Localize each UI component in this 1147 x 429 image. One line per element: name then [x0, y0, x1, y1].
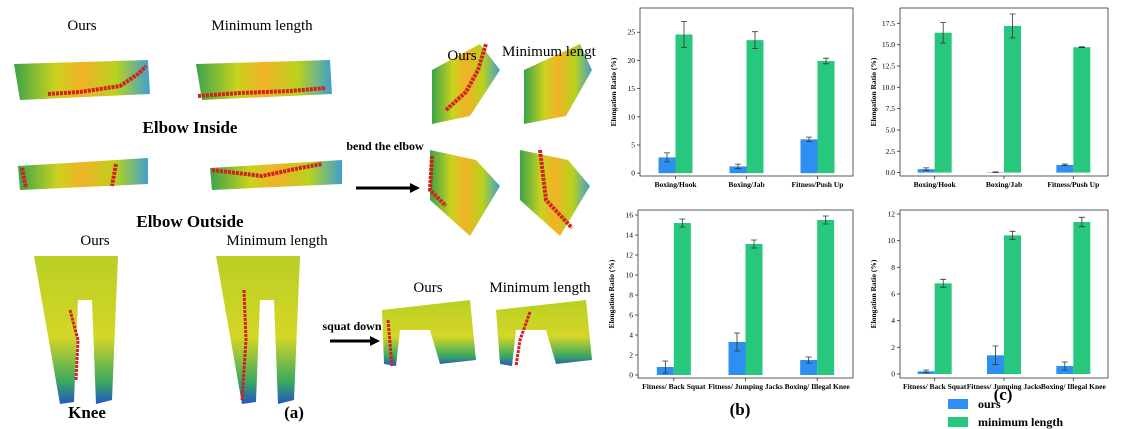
y-tick-label: 10 [626, 271, 634, 280]
x-tick-label: Fitness/Push Up [1047, 180, 1099, 189]
caption: Ours [413, 280, 442, 296]
caption: Ours [80, 233, 109, 249]
y-axis-label: Elongation Ratio (%) [869, 57, 878, 126]
x-tick-label: Fitness/Push Up [792, 180, 844, 189]
caption: Ours [67, 18, 96, 34]
y-tick-label: 20 [628, 56, 636, 65]
panel-label: (a) [284, 403, 304, 422]
x-tick-label: Fitness/ Jumping Jacks [708, 382, 783, 391]
y-axis-label: Elongation Ratio (%) [869, 259, 878, 328]
y-tick-label: 0 [629, 371, 633, 380]
bar [747, 40, 764, 173]
y-tick-label: 12.5 [882, 61, 895, 70]
x-tick-label: Fitness/ Back Squat [642, 382, 706, 391]
bar [935, 283, 952, 374]
y-tick-label: 2.5 [886, 147, 896, 156]
y-tick-label: 10 [628, 112, 636, 121]
y-axis-label: Elongation Ratio (%) [607, 259, 616, 328]
y-tick-label: 7.5 [886, 104, 896, 113]
y-tick-label: 10.0 [882, 83, 895, 92]
x-tick-label: Boxing/ Illegal Knee [785, 382, 851, 391]
y-tick-label: 10 [888, 236, 896, 245]
y-tick-label: 6 [629, 311, 633, 320]
y-tick-label: 17.5 [882, 19, 895, 28]
section-title: Elbow Inside [143, 118, 238, 137]
y-tick-label: 15.0 [882, 40, 895, 49]
error-bar [993, 172, 999, 173]
bar [1073, 222, 1090, 374]
bar [801, 139, 818, 173]
caption: Minimum length [489, 280, 591, 296]
panel-label: (b) [730, 400, 751, 419]
bar [676, 34, 693, 173]
bar [817, 220, 834, 375]
y-tick-label: 12 [888, 210, 896, 219]
y-tick-label: 4 [891, 316, 895, 325]
bar [1004, 26, 1021, 173]
elbow-outside-renders [18, 158, 342, 190]
y-tick-label: 15 [628, 84, 636, 93]
bent-arm-renders [430, 44, 592, 236]
x-tick-label: Boxing/Jab [728, 180, 764, 189]
x-tick-label: Fitness/ Jumping Jacks [967, 382, 1042, 391]
legend-swatch [948, 417, 968, 427]
squat-renders [382, 300, 592, 366]
x-tick-label: Boxing/Hook [914, 180, 957, 189]
y-tick-label: 0 [631, 169, 635, 178]
legend-label: ours [978, 397, 1001, 411]
bar [674, 223, 691, 375]
section-title: Elbow Outside [136, 212, 244, 231]
arrow-label: bend the elbow [346, 139, 424, 153]
legend-label: minimum length [978, 415, 1063, 429]
y-axis-label: Elongation Ratio (%) [609, 57, 618, 126]
y-tick-label: 4 [629, 331, 633, 340]
y-tick-label: 16 [626, 211, 634, 220]
error-bar [1062, 164, 1068, 166]
y-tick-label: 0 [891, 370, 895, 379]
x-tick-label: Boxing/ Illegal Knee [1041, 382, 1107, 391]
bar [1004, 235, 1021, 374]
section-title: Knee [68, 403, 106, 422]
y-tick-label: 5.0 [886, 125, 896, 134]
bar [746, 244, 763, 375]
bar [935, 33, 952, 173]
knee-renders [34, 256, 300, 404]
y-tick-label: 8 [629, 291, 633, 300]
y-tick-label: 6 [891, 290, 895, 299]
legend-swatch [948, 399, 968, 409]
caption: Minimum length [211, 18, 313, 34]
arrow-label: squat down [322, 319, 381, 333]
bar [818, 61, 835, 173]
y-tick-label: 2 [629, 351, 633, 360]
y-tick-label: 25 [628, 28, 636, 37]
y-tick-label: 2 [891, 343, 895, 352]
y-tick-label: 14 [626, 231, 634, 240]
x-tick-label: Boxing/Jab [986, 180, 1022, 189]
error-bar [1079, 47, 1085, 48]
x-tick-label: Boxing/Hook [654, 180, 697, 189]
figure: Ours Minimum length Elbow Inside Elbow O… [0, 0, 1147, 429]
y-tick-label: 0.0 [886, 168, 896, 177]
error-bar [923, 370, 929, 373]
y-tick-label: 8 [891, 263, 895, 272]
y-tick-label: 5 [631, 140, 635, 149]
y-tick-label: 12 [626, 251, 634, 260]
elbow-inside-renders [14, 60, 332, 100]
caption: Minimum lengt [502, 44, 597, 60]
bar [1073, 47, 1090, 172]
caption: Minimum length [226, 233, 328, 249]
caption: Ours [447, 48, 476, 64]
x-tick-label: Fitness/ Back Squat [903, 382, 967, 391]
